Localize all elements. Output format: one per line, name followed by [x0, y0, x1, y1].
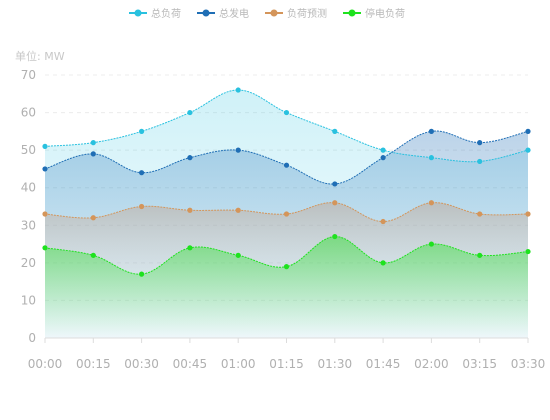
data-point[interactable]	[380, 218, 386, 225]
data-point[interactable]	[283, 162, 290, 168]
data-point[interactable]	[380, 147, 386, 153]
data-point[interactable]	[477, 158, 483, 165]
legend-marker	[270, 9, 278, 17]
series-areas	[45, 90, 528, 339]
x-axis: 00:00 00:15 00:30 00:45 01:00 01:15 01:30 01:45…	[28, 337, 546, 371]
data-point[interactable]	[187, 207, 193, 213]
x-tick-label: 03:30	[511, 357, 546, 371]
y-axis-unit-label: 单位: MW	[15, 49, 65, 63]
y-tick-label: 20	[21, 256, 36, 270]
y-tick-label: 0	[28, 331, 36, 345]
chart-legend: 总负荷 总发电 负荷预测 停电负荷	[129, 7, 405, 20]
legend-item[interactable]: 负荷预测	[265, 7, 327, 20]
data-point[interactable]	[477, 211, 483, 217]
x-tick-label: 01:00	[221, 357, 256, 371]
y-tick-label: 30	[21, 218, 36, 232]
data-point[interactable]	[42, 143, 48, 149]
series-line-1	[44, 130, 529, 185]
legend-label: 总负荷	[151, 7, 181, 20]
series-line-0	[44, 89, 529, 163]
data-point[interactable]	[187, 155, 193, 161]
data-point[interactable]	[525, 128, 531, 134]
data-point[interactable]	[283, 109, 290, 116]
y-tick-label: 40	[21, 181, 36, 195]
y-axis: 0 10 20 30 40 50 60 70	[21, 68, 36, 345]
legend-item[interactable]: 总发电	[197, 7, 249, 20]
legend-marker	[202, 9, 210, 17]
x-tick-label: 02:00	[414, 357, 449, 371]
data-point[interactable]	[332, 233, 338, 240]
data-point[interactable]	[235, 147, 241, 153]
series-points	[42, 87, 531, 277]
y-tick-label: 50	[21, 143, 36, 157]
data-point[interactable]	[525, 147, 531, 153]
x-tick-label: 00:45	[173, 357, 208, 371]
y-tick-label: 10	[21, 293, 36, 307]
data-point[interactable]	[380, 260, 386, 266]
data-point[interactable]	[332, 181, 338, 187]
data-point[interactable]	[235, 207, 241, 213]
legend-label: 停电负荷	[365, 7, 405, 20]
data-point[interactable]	[235, 252, 241, 258]
x-tick-label: 03:15	[462, 357, 497, 371]
data-point[interactable]	[428, 241, 434, 247]
data-point[interactable]	[235, 87, 241, 93]
legend-item[interactable]: 停电负荷	[343, 7, 405, 20]
data-point[interactable]	[525, 248, 531, 255]
x-tick-label: 00:15	[76, 357, 111, 371]
legend-item[interactable]: 总负荷	[129, 7, 181, 20]
y-tick-label: 70	[21, 68, 36, 82]
legend-marker	[348, 9, 356, 17]
data-point[interactable]	[139, 203, 145, 210]
data-point[interactable]	[187, 109, 193, 116]
data-point[interactable]	[42, 211, 48, 217]
data-point[interactable]	[283, 264, 290, 270]
data-point[interactable]	[139, 128, 145, 134]
data-point[interactable]	[380, 155, 386, 161]
data-point[interactable]	[139, 271, 145, 277]
y-tick-label: 60	[21, 106, 36, 120]
data-point[interactable]	[477, 140, 483, 146]
data-point[interactable]	[428, 155, 434, 161]
x-tick-label: 01:30	[318, 357, 353, 371]
data-point[interactable]	[283, 211, 290, 217]
data-point[interactable]	[477, 252, 483, 258]
x-tick-label: 01:45	[366, 357, 401, 371]
data-point[interactable]	[139, 170, 145, 176]
x-tick-label: 01:15	[269, 357, 304, 371]
legend-label: 负荷预测	[287, 7, 327, 20]
legend-marker	[134, 9, 142, 17]
series-area-3	[45, 236, 528, 338]
x-tick-label: 00:30	[124, 357, 159, 371]
data-point[interactable]	[428, 200, 434, 206]
data-point[interactable]	[525, 211, 531, 217]
legend-label: 总发电	[219, 7, 249, 20]
data-point[interactable]	[332, 128, 338, 134]
data-point[interactable]	[90, 252, 96, 258]
x-tick-label: 00:00	[28, 357, 63, 371]
data-point[interactable]	[90, 151, 96, 157]
data-point[interactable]	[90, 140, 96, 146]
data-point[interactable]	[90, 215, 96, 221]
data-point[interactable]	[428, 128, 434, 134]
data-point[interactable]	[187, 245, 193, 251]
data-point[interactable]	[42, 166, 48, 172]
data-point[interactable]	[42, 245, 48, 251]
data-point[interactable]	[332, 200, 338, 206]
